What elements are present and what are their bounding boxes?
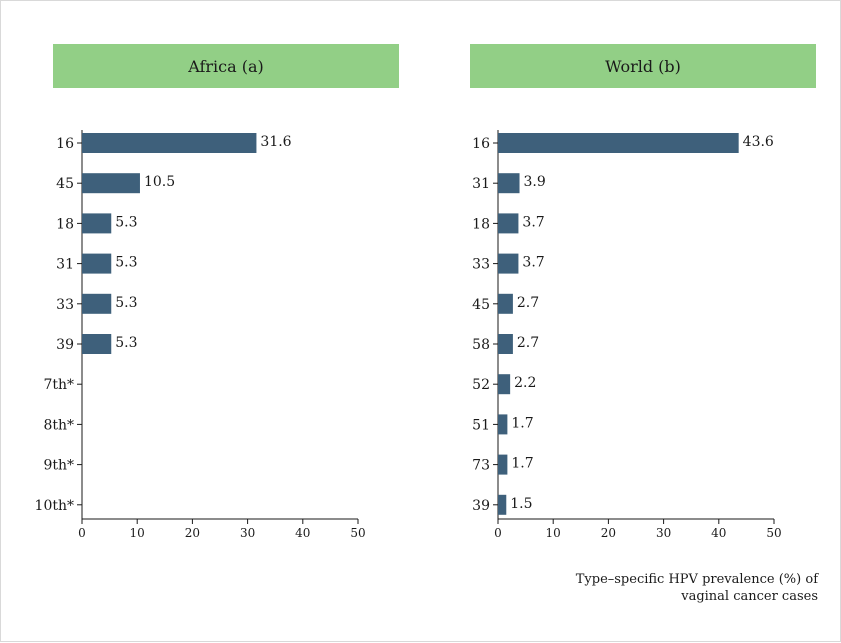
- africa-x-tick-label: 10: [130, 526, 145, 540]
- africa-bar: [82, 253, 112, 274]
- africa-category-label: 16: [56, 136, 74, 152]
- axis-note: Type–specific HPV prevalence (%) of vagi…: [576, 571, 818, 605]
- world-bar: [498, 414, 508, 435]
- panel-title-world: World (b): [470, 44, 816, 88]
- world-category-label: 52: [472, 377, 490, 393]
- world-data-label: 1.7: [511, 415, 533, 431]
- africa-data-label: 5.3: [115, 335, 137, 351]
- africa-category-label: 31: [56, 257, 74, 273]
- africa-bar: [82, 133, 257, 153]
- world-x-tick-label: 50: [766, 526, 781, 540]
- africa-category-label: 9th*: [43, 458, 74, 474]
- panel-title-africa: Africa (a): [53, 44, 399, 88]
- africa-bar: [82, 213, 112, 234]
- world-data-label: 3.9: [524, 174, 546, 190]
- africa-x-tick-label: 30: [240, 526, 255, 540]
- africa-bar: [82, 293, 112, 314]
- africa-category-label: 8th*: [43, 417, 74, 433]
- world-data-label: 3.7: [522, 255, 544, 271]
- africa-bar: [82, 173, 140, 194]
- world-bar: [498, 173, 520, 194]
- world-bar: [498, 374, 511, 395]
- africa-category-label: 45: [56, 176, 74, 192]
- world-data-label: 3.7: [522, 214, 544, 230]
- world-data-label: 2.7: [517, 335, 539, 351]
- world-x-tick-label: 10: [546, 526, 561, 540]
- axis-note-line2: vaginal cancer cases: [681, 589, 818, 604]
- africa-bar: [82, 334, 112, 354]
- africa-data-label: 5.3: [115, 255, 137, 271]
- world-data-label: 1.5: [510, 496, 532, 512]
- africa-category-label: 39: [56, 337, 74, 353]
- world-category-label: 18: [472, 216, 490, 232]
- africa-data-label: 5.3: [115, 295, 137, 311]
- africa-x-tick-label: 0: [78, 526, 86, 540]
- world-bar: [498, 454, 508, 475]
- africa-x-tick-label: 50: [350, 526, 365, 540]
- world-category-label: 39: [472, 498, 490, 514]
- world-data-label: 2.2: [514, 375, 536, 391]
- world-category-label: 33: [472, 257, 490, 273]
- world-data-label: 1.7: [511, 456, 533, 472]
- africa-category-label: 10th*: [35, 498, 74, 514]
- africa-category-label: 18: [56, 216, 74, 232]
- world-x-tick-label: 40: [711, 526, 726, 540]
- world-category-label: 51: [472, 417, 490, 433]
- africa-data-label: 31.6: [260, 134, 291, 150]
- world-bar: [498, 334, 513, 354]
- world-data-label: 2.7: [517, 295, 539, 311]
- world-bar: [498, 213, 519, 234]
- africa-category-label: 33: [56, 297, 74, 313]
- panel-title-world-text: World (b): [605, 56, 681, 76]
- world-bar: [498, 293, 513, 314]
- africa-data-label: 10.5: [144, 174, 175, 190]
- axis-note-line1: Type–specific HPV prevalence (%) of: [575, 572, 818, 587]
- panel-title-africa-text: Africa (a): [188, 56, 264, 76]
- africa-x-tick-label: 40: [295, 526, 310, 540]
- world-category-label: 45: [472, 297, 490, 313]
- world-bar: [498, 253, 519, 274]
- africa-x-tick-label: 20: [185, 526, 200, 540]
- world-category-label: 31: [472, 176, 490, 192]
- world-x-tick-label: 30: [656, 526, 671, 540]
- world-category-label: 58: [472, 337, 490, 353]
- africa-category-label: 7th*: [43, 377, 74, 393]
- world-x-tick-label: 20: [601, 526, 616, 540]
- world-x-tick-label: 0: [494, 526, 502, 540]
- africa-data-label: 5.3: [115, 214, 137, 230]
- world-bar: [498, 133, 739, 153]
- world-category-label: 16: [472, 136, 490, 152]
- world-category-label: 73: [472, 458, 490, 474]
- world-bar: [498, 494, 507, 515]
- world-data-label: 43.6: [743, 134, 774, 150]
